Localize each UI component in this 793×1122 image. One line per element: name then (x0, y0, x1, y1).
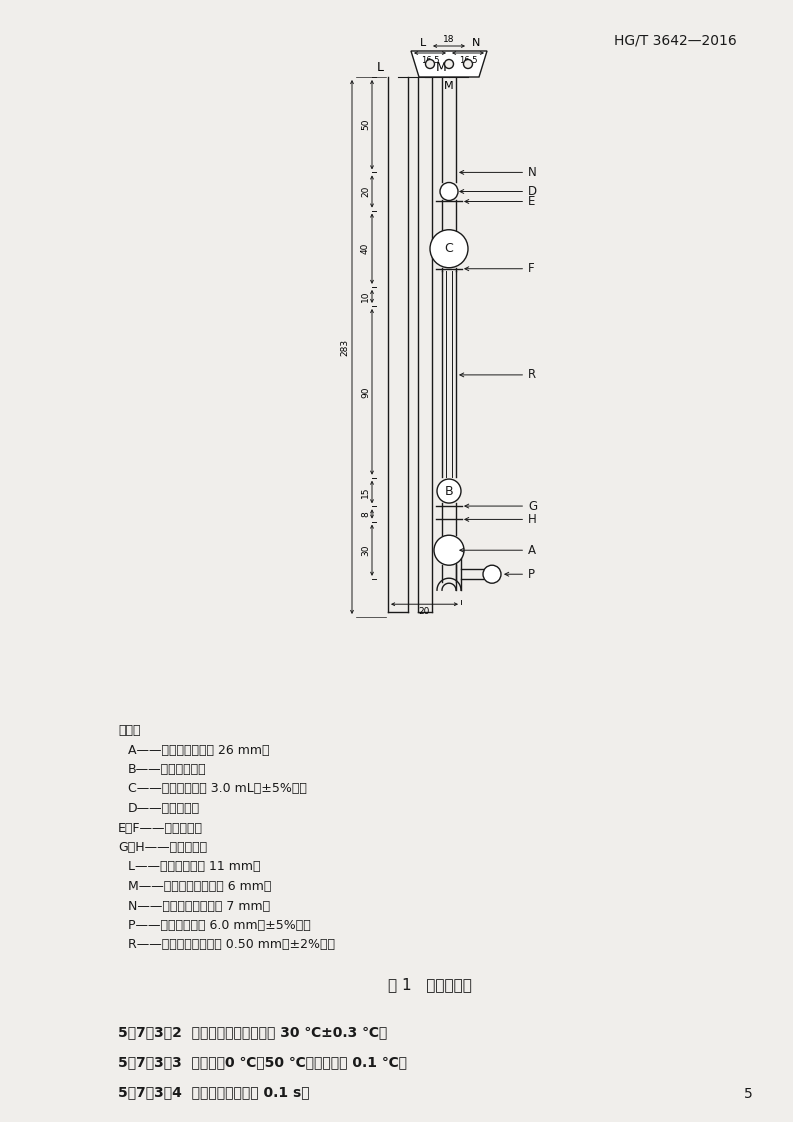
Text: L: L (377, 61, 384, 74)
Text: 5: 5 (744, 1087, 753, 1101)
Text: 15: 15 (361, 486, 370, 498)
Text: P——连接管，内径 6.0 mm（±5%）；: P——连接管，内径 6.0 mm（±5%）； (128, 919, 311, 932)
Text: M——下部出口管，外径 6 mm；: M——下部出口管，外径 6 mm； (128, 880, 271, 893)
Text: C——计时球，容积 3.0 mL（±5%）；: C——计时球，容积 3.0 mL（±5%）； (128, 782, 307, 795)
Text: E: E (465, 195, 535, 208)
Text: N——上部出口管，外径 7 mm；: N——上部出口管，外径 7 mm； (128, 900, 270, 912)
Text: L: L (419, 38, 426, 48)
Text: 10: 10 (361, 291, 370, 302)
Text: 说明：: 说明： (118, 724, 140, 737)
Text: C: C (445, 242, 454, 255)
Text: N: N (460, 166, 537, 178)
Text: A: A (460, 544, 536, 557)
Text: E，F——计时标线；: E，F——计时标线； (118, 821, 203, 835)
Text: 18: 18 (443, 35, 454, 44)
Text: M: M (444, 81, 454, 91)
Text: 5．7．3．2  恒温水浴：温度控制在 30 ℃±0.3 ℃。: 5．7．3．2 恒温水浴：温度控制在 30 ℃±0.3 ℃。 (118, 1026, 387, 1039)
Text: D——上部賦球；: D——上部賦球； (128, 802, 200, 815)
Polygon shape (411, 50, 487, 77)
Text: N: N (472, 38, 481, 48)
Text: HG/T 3642—2016: HG/T 3642—2016 (614, 33, 737, 47)
Text: 图 1   乌氏黏度计: 图 1 乌氏黏度计 (388, 977, 472, 993)
Text: 30: 30 (361, 544, 370, 557)
Circle shape (440, 183, 458, 201)
Circle shape (483, 565, 501, 583)
Text: 40: 40 (361, 243, 370, 255)
Circle shape (426, 59, 435, 68)
Text: 16.5: 16.5 (458, 56, 477, 65)
Text: M: M (436, 61, 446, 74)
Text: 50: 50 (361, 119, 370, 130)
Text: 283: 283 (340, 339, 349, 356)
Text: A——底部賦球，外径 26 mm；: A——底部賦球，外径 26 mm； (128, 744, 270, 756)
Text: R: R (460, 368, 536, 381)
Text: 16.5: 16.5 (421, 56, 439, 65)
Circle shape (463, 59, 473, 68)
Text: H: H (465, 513, 537, 526)
Text: 20: 20 (361, 186, 370, 197)
Text: 8: 8 (361, 512, 370, 517)
Text: D: D (460, 185, 537, 197)
Text: G，H——充装标线；: G，H——充装标线； (118, 842, 207, 854)
Text: 90: 90 (361, 386, 370, 397)
Circle shape (430, 230, 468, 268)
Text: F: F (465, 263, 534, 275)
Text: B——悬浮水平球；: B——悬浮水平球； (128, 763, 207, 776)
Text: R——工作毛细管，内径 0.50 mm（±2%）。: R——工作毛细管，内径 0.50 mm（±2%）。 (128, 938, 335, 951)
Text: 5．7．3．3  温度计：0 ℃～50 ℃，分度値为 0.1 ℃。: 5．7．3．3 温度计：0 ℃～50 ℃，分度値为 0.1 ℃。 (118, 1056, 407, 1069)
Circle shape (437, 479, 461, 503)
Circle shape (434, 535, 464, 565)
Text: 20: 20 (419, 607, 430, 616)
Text: L——架置管，外径 11 mm；: L——架置管，外径 11 mm； (128, 861, 260, 874)
Text: B: B (445, 485, 454, 497)
Text: 5．7．3．4  秒表：最小分度値 0.1 s。: 5．7．3．4 秒表：最小分度値 0.1 s。 (118, 1085, 309, 1100)
Text: G: G (465, 499, 537, 513)
Text: P: P (505, 568, 535, 581)
Circle shape (445, 59, 454, 68)
